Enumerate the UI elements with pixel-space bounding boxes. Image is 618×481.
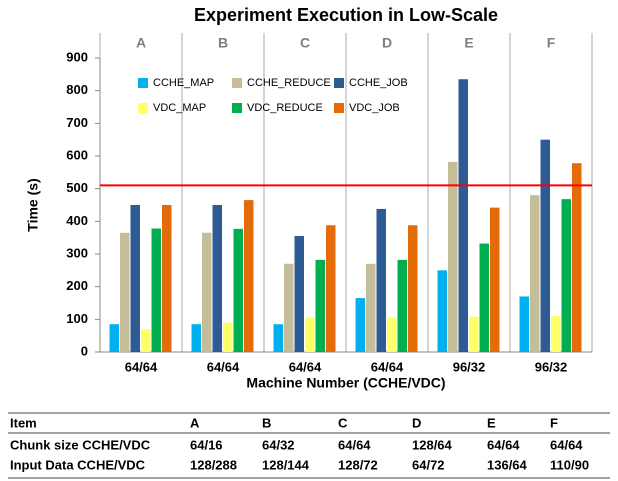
y-tick-label: 800 <box>66 82 88 97</box>
table-cell: 136/64 <box>487 457 528 472</box>
bar <box>151 228 161 352</box>
y-tick-label: 700 <box>66 115 88 130</box>
bar <box>572 163 582 352</box>
x-tick-label: 64/64 <box>289 359 322 374</box>
group-label: A <box>136 35 146 51</box>
bar <box>294 236 304 352</box>
bar <box>519 296 529 352</box>
bar <box>305 317 315 352</box>
table-cell: 128/144 <box>262 457 310 472</box>
y-tick-label: 200 <box>66 278 88 293</box>
table-cell: Input Data CCHE/VDC <box>10 457 146 472</box>
bar <box>162 205 172 352</box>
bar <box>437 270 447 352</box>
table-cell: 128/72 <box>338 457 378 472</box>
legend-label: CCHE_REDUCE <box>247 77 331 89</box>
table-cell: 64/16 <box>190 437 223 452</box>
y-axis-label: Time (s) <box>25 178 41 231</box>
bar <box>490 207 500 352</box>
x-tick-label: 64/64 <box>125 359 158 374</box>
table-header: Item <box>10 415 37 430</box>
legend-label: VDC_REDUCE <box>247 102 323 114</box>
table-header: F <box>550 415 558 430</box>
bar <box>109 324 119 352</box>
bar <box>120 232 130 352</box>
table-cell: 64/32 <box>262 437 295 452</box>
group-label: F <box>547 35 556 51</box>
legend-swatch <box>334 103 344 113</box>
chart-title: Experiment Execution in Low-Scale <box>194 5 498 25</box>
bar <box>130 205 140 352</box>
y-tick-label: 900 <box>66 49 88 64</box>
x-axis-label: Machine Number (CCHE/VDC) <box>246 375 445 391</box>
bar <box>551 316 561 352</box>
bar <box>408 225 418 352</box>
bar <box>397 259 407 352</box>
x-tick-label: 64/64 <box>371 359 404 374</box>
table-header: B <box>262 415 271 430</box>
legend-swatch <box>232 78 242 88</box>
bar <box>202 232 212 352</box>
bar <box>326 225 336 352</box>
legend-label: CCHE_MAP <box>153 77 214 89</box>
bar <box>315 259 325 352</box>
legend-label: CCHE_JOB <box>349 77 408 89</box>
bar <box>244 200 254 352</box>
legend-label: VDC_JOB <box>349 102 400 114</box>
bar <box>141 329 151 352</box>
table-header: E <box>487 415 496 430</box>
y-tick-label: 400 <box>66 213 88 228</box>
bar <box>233 228 243 352</box>
bar <box>284 263 294 352</box>
group-label: B <box>218 35 228 51</box>
bar <box>376 208 386 352</box>
bar <box>530 195 540 352</box>
y-tick-label: 0 <box>81 343 88 358</box>
bar <box>191 324 201 352</box>
bar <box>469 316 479 352</box>
legend-swatch <box>232 103 242 113</box>
x-tick-label: 96/32 <box>453 359 486 374</box>
x-tick-label: 96/32 <box>535 359 568 374</box>
table-cell: 64/64 <box>338 437 371 452</box>
bar <box>387 317 397 352</box>
legend-label: VDC_MAP <box>153 102 206 114</box>
table-cell: 64/64 <box>487 437 520 452</box>
group-label: C <box>300 35 310 51</box>
bar <box>458 79 468 352</box>
table-cell: 128/64 <box>412 437 453 452</box>
group-label: E <box>464 35 473 51</box>
table-header: A <box>190 415 200 430</box>
y-tick-label: 300 <box>66 245 88 260</box>
bar <box>448 161 458 352</box>
table-header: D <box>412 415 421 430</box>
legend-swatch <box>138 78 148 88</box>
bar <box>540 139 550 352</box>
y-tick-label: 600 <box>66 147 88 162</box>
bar <box>479 243 489 352</box>
table-cell: 110/90 <box>550 457 589 472</box>
bar <box>273 324 283 352</box>
table-cell: 64/72 <box>412 457 445 472</box>
legend-swatch <box>334 78 344 88</box>
bar <box>212 205 222 352</box>
legend-swatch <box>138 103 148 113</box>
bar <box>355 298 365 352</box>
x-tick-label: 64/64 <box>207 359 240 374</box>
table-header: C <box>338 415 348 430</box>
bar <box>223 322 233 352</box>
group-label: D <box>382 35 392 51</box>
bar <box>366 263 376 352</box>
table-cell: Chunk size CCHE/VDC <box>10 437 151 452</box>
y-tick-label: 100 <box>66 311 88 326</box>
y-tick-label: 500 <box>66 180 88 195</box>
table-cell: 64/64 <box>550 437 583 452</box>
bar <box>561 199 571 352</box>
table-cell: 128/288 <box>190 457 237 472</box>
